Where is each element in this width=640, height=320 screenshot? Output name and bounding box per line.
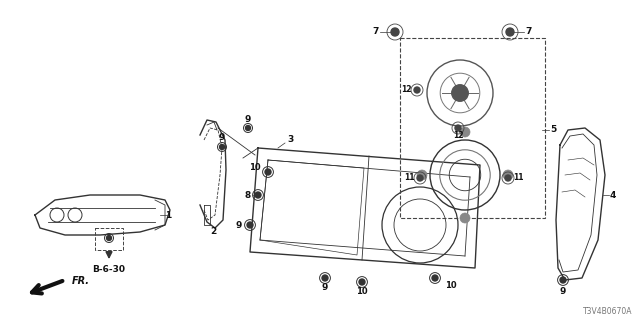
Text: 9: 9: [245, 115, 251, 124]
Text: 7: 7: [525, 28, 531, 36]
Bar: [95, 228, 123, 250]
Text: 9: 9: [236, 220, 242, 229]
Text: 10: 10: [356, 287, 368, 297]
Circle shape: [432, 275, 438, 281]
Circle shape: [452, 85, 468, 101]
Text: 9: 9: [560, 287, 566, 297]
Circle shape: [359, 279, 365, 285]
Circle shape: [391, 28, 399, 36]
Text: 11: 11: [404, 173, 415, 182]
Text: 9: 9: [219, 133, 225, 142]
Circle shape: [255, 192, 261, 198]
Circle shape: [414, 87, 420, 93]
Circle shape: [106, 236, 111, 241]
Text: 2: 2: [210, 228, 216, 236]
Text: 3: 3: [287, 135, 293, 145]
Circle shape: [505, 175, 511, 181]
Circle shape: [220, 145, 225, 149]
Text: 11: 11: [513, 173, 524, 182]
Circle shape: [455, 125, 461, 131]
Bar: [400, 38, 545, 218]
Circle shape: [417, 175, 423, 181]
Text: 12: 12: [401, 85, 412, 94]
Text: 10: 10: [250, 164, 261, 172]
Circle shape: [503, 170, 513, 180]
Text: FR.: FR.: [72, 276, 90, 286]
Text: 8: 8: [245, 190, 251, 199]
Circle shape: [322, 275, 328, 281]
Circle shape: [247, 222, 253, 228]
Text: 10: 10: [445, 281, 456, 290]
Circle shape: [560, 277, 566, 283]
Text: 4: 4: [610, 190, 616, 199]
Text: B-6-30: B-6-30: [93, 266, 125, 275]
Text: 12: 12: [452, 132, 463, 140]
Text: 1: 1: [165, 211, 171, 220]
Circle shape: [246, 125, 250, 131]
Text: 5: 5: [550, 125, 556, 134]
Text: 7: 7: [372, 28, 379, 36]
Text: 9: 9: [322, 284, 328, 292]
Text: T3V4B0670A: T3V4B0670A: [582, 307, 632, 316]
Circle shape: [460, 213, 470, 223]
Circle shape: [417, 170, 427, 180]
Circle shape: [265, 169, 271, 175]
Circle shape: [460, 127, 470, 137]
Circle shape: [506, 28, 514, 36]
